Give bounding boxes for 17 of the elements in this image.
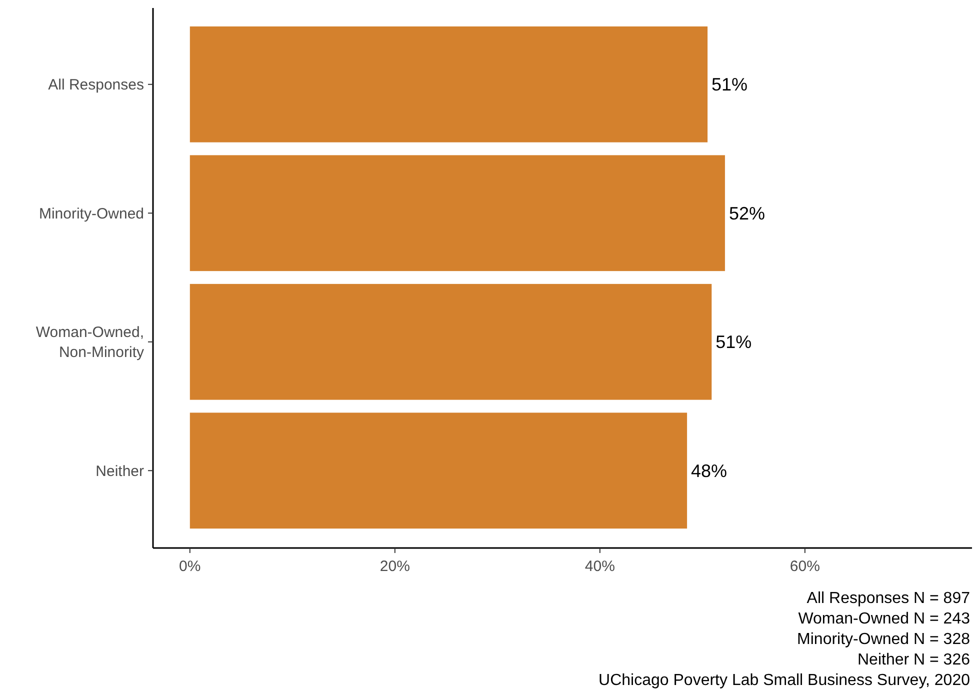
text: UChicago Poverty Lab Small Business Survey, 2020	[598, 672, 970, 689]
text: Minority-Owned N = 328	[797, 631, 970, 648]
x-tick-label: 40%	[584, 558, 615, 575]
data-label: 52%	[728, 203, 765, 224]
data-label: 51%	[716, 332, 752, 352]
text: Neither N = 326	[857, 652, 970, 668]
y-tick-label: Neither	[96, 462, 144, 480]
x-tick-label: 60%	[790, 558, 820, 575]
y-tick-label: Minority-Owned	[38, 205, 144, 222]
y-tick-label: All Responses	[48, 76, 144, 94]
x-tick-label: 20%	[380, 558, 410, 575]
data-label: 51%	[712, 74, 748, 95]
data-label: 48%	[691, 460, 728, 481]
y-tick-label: Woman-Owned, Non-Minority	[36, 324, 144, 362]
text: All Responses N = 897	[806, 590, 970, 607]
x-tick-label: 0%	[179, 558, 201, 575]
text: Woman-Owned N = 243	[798, 610, 970, 628]
